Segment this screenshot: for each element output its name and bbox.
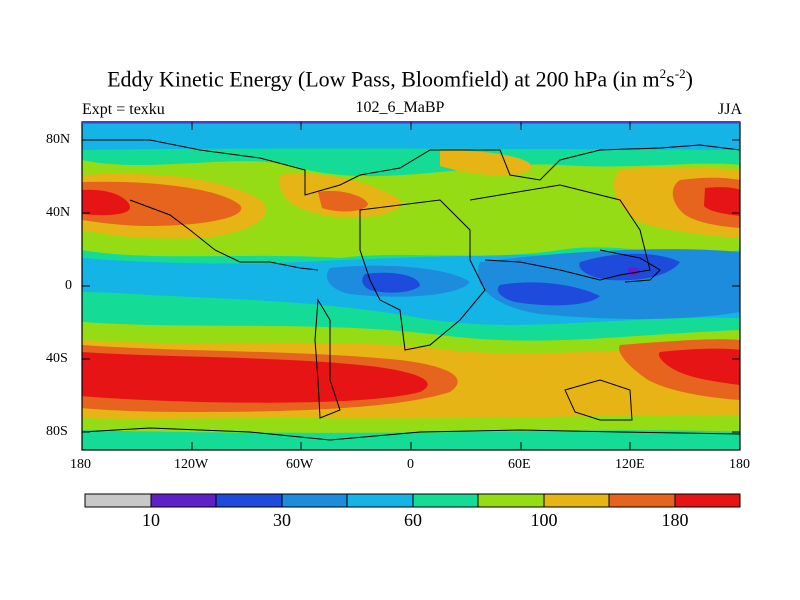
contour-red-nwpac <box>704 187 740 216</box>
chart-title: Eddy Kinetic Energy (Low Pass, Bloomfiel… <box>107 66 693 92</box>
lon-tick-120e: 120E <box>615 457 645 472</box>
colorbar-label-10: 10 <box>142 510 160 530</box>
field-contours <box>82 122 740 450</box>
subtitle-label: 102_6_MaBP <box>355 99 445 116</box>
colorbar-swatch-3 <box>282 494 347 507</box>
antarctica-coast <box>82 427 740 441</box>
lat-tick-0: 0 <box>65 278 72 293</box>
lat-tick-80n: 80N <box>46 132 71 147</box>
contour-red-sh-west <box>82 352 428 403</box>
contour-deepblue-africa <box>362 272 420 293</box>
colorbar-swatch-7 <box>544 494 609 507</box>
colorbar-swatch-0 <box>85 494 151 507</box>
contour-cyan-arctic <box>82 122 740 150</box>
colorbar-swatch-6 <box>478 494 544 507</box>
season-label: JJA <box>717 101 742 118</box>
lat-tick-80s: 80S <box>46 424 68 439</box>
experiment-label: Expt = texku <box>82 101 165 118</box>
colorbar-swatch-5 <box>413 494 478 507</box>
colorbar-swatch-4 <box>347 494 413 507</box>
colorbar-swatch-1 <box>151 494 216 507</box>
colorbar-label-180: 180 <box>661 510 689 530</box>
lon-tick-180e: 180 <box>729 457 750 472</box>
arctic-coast <box>82 139 740 196</box>
lon-tick-120w: 120W <box>174 457 209 472</box>
contour-red-npac <box>82 189 130 216</box>
lat-tick-40n: 40N <box>46 205 71 220</box>
coastlines <box>82 139 740 441</box>
colorbar-label-100: 100 <box>530 510 558 530</box>
colorbar-label-30: 30 <box>273 510 291 530</box>
south-america-coast <box>314 298 341 419</box>
australia-coast <box>564 379 633 421</box>
colorbar-swatch-2 <box>216 494 282 507</box>
lon-tick-0: 0 <box>407 457 414 472</box>
contour-yellow-asia <box>440 150 532 176</box>
contour-orange-natl <box>318 190 368 212</box>
colorbar-swatch-9 <box>675 494 740 507</box>
contour-green-antarctic <box>82 432 740 450</box>
lon-tick-60e: 60E <box>508 457 531 472</box>
africa-coast <box>359 199 486 351</box>
axis-ticks <box>81 122 741 450</box>
colorbar-label-60: 60 <box>404 510 422 530</box>
asia-coast <box>469 184 651 281</box>
contour-red-sh-east <box>658 348 740 385</box>
contour-orange-npac <box>82 181 242 226</box>
lon-tick-180w: 180 <box>70 457 91 472</box>
contour-lime-north <box>82 160 740 258</box>
indonesia-coast <box>599 249 661 283</box>
contour-deepblue-wpac <box>579 253 680 281</box>
colorbar-swatch-8 <box>609 494 675 507</box>
contour-deepblue-indian <box>497 282 600 306</box>
lon-tick-60w: 60W <box>286 457 314 472</box>
north-america-coast <box>129 199 319 271</box>
colorbar <box>84 493 741 508</box>
lat-tick-40s: 40S <box>46 351 68 366</box>
